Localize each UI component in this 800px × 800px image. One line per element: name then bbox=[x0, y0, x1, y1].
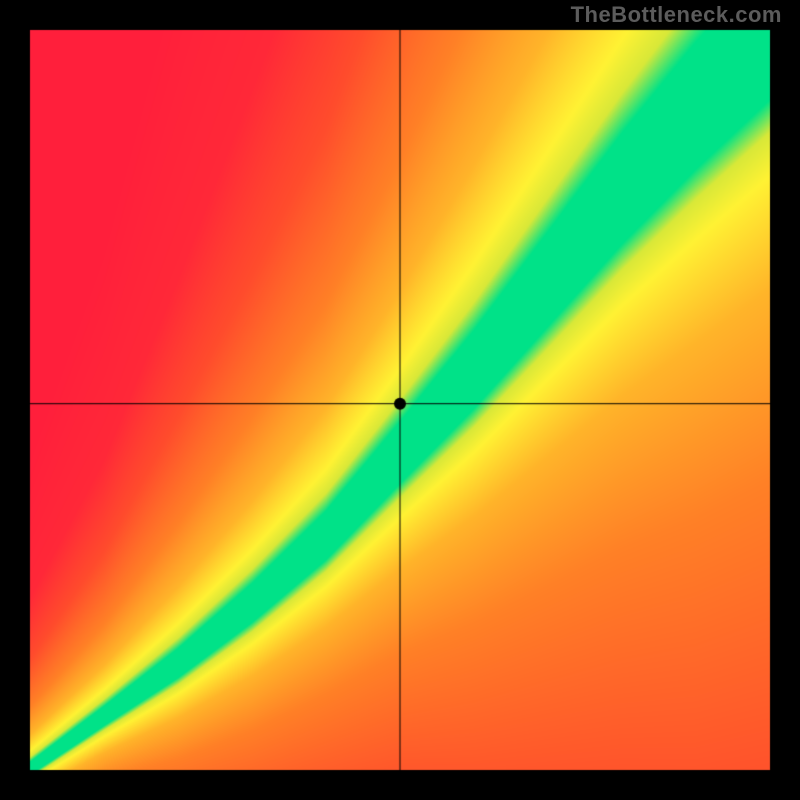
chart-container: TheBottleneck.com bbox=[0, 0, 800, 800]
heatmap-plot bbox=[0, 0, 800, 800]
watermark-text: TheBottleneck.com bbox=[571, 2, 782, 28]
